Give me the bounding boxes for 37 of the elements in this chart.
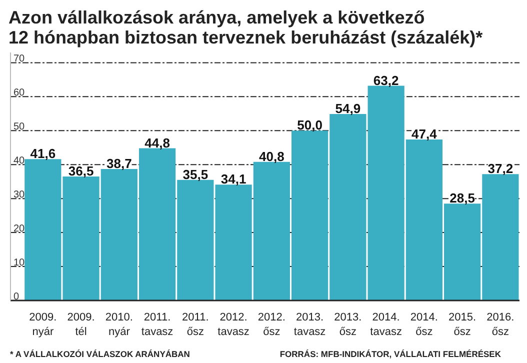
data-label: 37,2 <box>488 161 514 176</box>
data-label: 50,0 <box>297 118 322 133</box>
y-tick-label: 40 <box>14 156 26 167</box>
x-tick-label: 2014. ősz <box>410 312 438 338</box>
data-label: 28,5 <box>450 190 475 206</box>
text: FORRÁS: MFB-INDIKÁTOR, VÁLLALATI FELMÉRÉSEK <box>280 348 501 360</box>
y-tick-label: 70 <box>14 54 26 65</box>
data-label: 34,1 <box>220 172 246 187</box>
y-tick-label: 30 <box>14 190 26 201</box>
x-tick-label: 2009. nyár <box>29 312 57 338</box>
y-tick-label: 20 <box>14 224 26 235</box>
data-label: 41,6 <box>30 146 56 162</box>
text: * A VÁLLALKOZÓI VÁLASZOK ARÁNYÁBAN <box>10 348 190 360</box>
data-label: 38,7 <box>106 156 132 172</box>
data-label: 47,4 <box>412 126 438 142</box>
x-tick-label: 2011. tavasz <box>141 312 174 338</box>
x-tick-label: 2011. ősz <box>182 312 209 338</box>
data-label: 63,2 <box>373 72 399 88</box>
data-label: 54,9 <box>335 100 361 116</box>
x-tick-label: 2013. ősz <box>334 312 362 338</box>
y-tick-label: 50 <box>14 122 26 133</box>
data-label: 36,5 <box>68 164 94 178</box>
y-tick-label: 0 <box>14 292 20 302</box>
x-tick-label: 2012. ősz <box>258 312 286 338</box>
data-label: 44,8 <box>144 135 170 150</box>
chart-title: Azon vállalkozások aránya, amelyek a következő 12 hónapban biztosan terveznek beruházást (százalék)* <box>8 8 483 48</box>
y-tick-label: 10 <box>14 258 26 269</box>
data-label: 40,8 <box>259 148 284 164</box>
x-tick-label: 2012. tavasz <box>218 312 250 338</box>
x-tick-label: 2010. nyár <box>105 312 133 338</box>
data-label: 35,5 <box>182 166 208 182</box>
x-tick-label: 2009. tél <box>67 312 95 338</box>
x-tick-label: 2016. ősz <box>486 312 514 338</box>
x-tick-label: 2013. tavasz <box>294 312 326 338</box>
x-tick-label: 2014. tavasz <box>370 312 402 338</box>
x-tick-label: 2015. ősz <box>448 312 476 338</box>
y-tick-label: 60 <box>14 88 26 99</box>
